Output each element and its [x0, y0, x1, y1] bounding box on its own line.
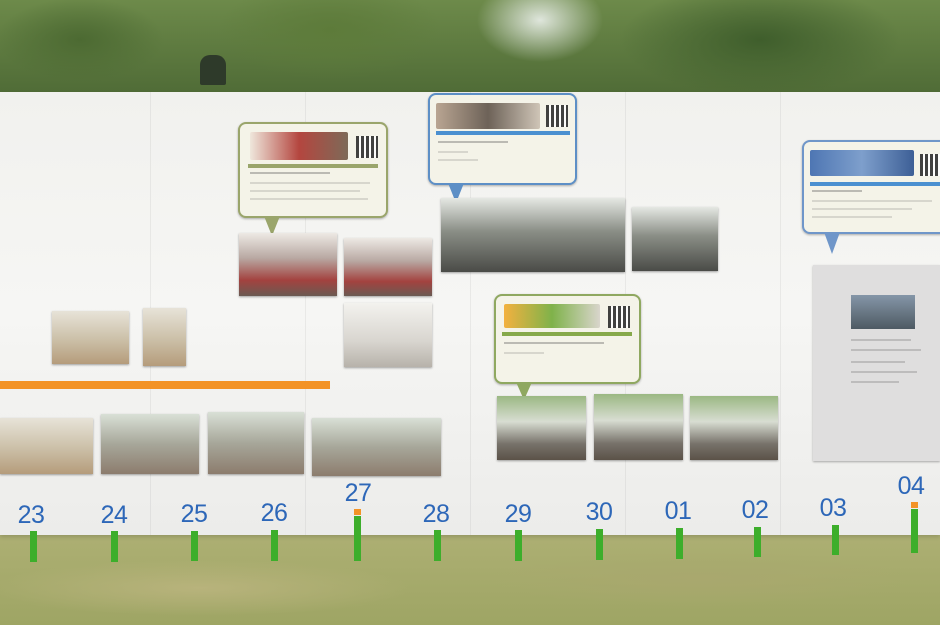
photo	[239, 233, 337, 296]
day-label: 24	[100, 501, 128, 529]
day-label: 23	[17, 501, 45, 529]
panel-seam	[780, 92, 781, 535]
green-tape-tick	[354, 516, 361, 561]
orange-timeline-bar	[0, 381, 330, 389]
qr-code-icon	[356, 136, 378, 158]
photo	[344, 238, 432, 296]
qr-code-icon	[546, 105, 568, 127]
green-tape-tick	[596, 529, 603, 560]
orange-tape-tick	[911, 502, 918, 508]
day-label: 27	[344, 479, 372, 507]
photo	[441, 198, 625, 272]
photo	[208, 412, 304, 474]
tree-background	[0, 0, 940, 95]
photo	[497, 396, 586, 460]
photo	[690, 396, 778, 460]
green-tape-tick	[754, 527, 761, 557]
day-label: 28	[422, 500, 450, 528]
panel-seam	[470, 92, 471, 535]
street-lamp	[200, 55, 226, 85]
qr-code-icon	[608, 306, 630, 328]
photo	[143, 308, 186, 366]
day-label: 29	[504, 500, 532, 528]
lawn	[0, 528, 940, 625]
green-tape-tick	[434, 530, 441, 561]
qr-code-icon	[920, 154, 940, 176]
event-bubble-4	[802, 140, 940, 254]
day-label: 02	[741, 496, 769, 524]
event-bubble-2	[428, 93, 577, 203]
photo	[344, 303, 432, 367]
green-tape-tick	[676, 528, 683, 559]
day-label: 03	[819, 494, 847, 522]
photo	[312, 418, 441, 476]
day-label: 04	[897, 472, 925, 500]
green-tape-tick	[111, 531, 118, 562]
day-label: 30	[585, 498, 613, 526]
green-tape-tick	[515, 530, 522, 561]
day-label: 25	[180, 500, 208, 528]
photo	[632, 207, 718, 271]
event-bubble-3	[494, 294, 641, 400]
panel-seam	[305, 92, 306, 535]
photo	[594, 394, 683, 460]
green-tape-tick	[911, 509, 918, 553]
event-bubble-1	[238, 122, 388, 236]
green-tape-tick	[30, 531, 37, 562]
photo	[101, 414, 199, 474]
day-label: 01	[664, 497, 692, 525]
day-label: 26	[260, 499, 288, 527]
green-tape-tick	[832, 525, 839, 555]
event-poster	[813, 265, 940, 461]
orange-tape-tick	[354, 509, 361, 515]
photo	[52, 311, 129, 364]
photo	[0, 418, 93, 474]
green-tape-tick	[191, 531, 198, 561]
green-tape-tick	[271, 530, 278, 561]
